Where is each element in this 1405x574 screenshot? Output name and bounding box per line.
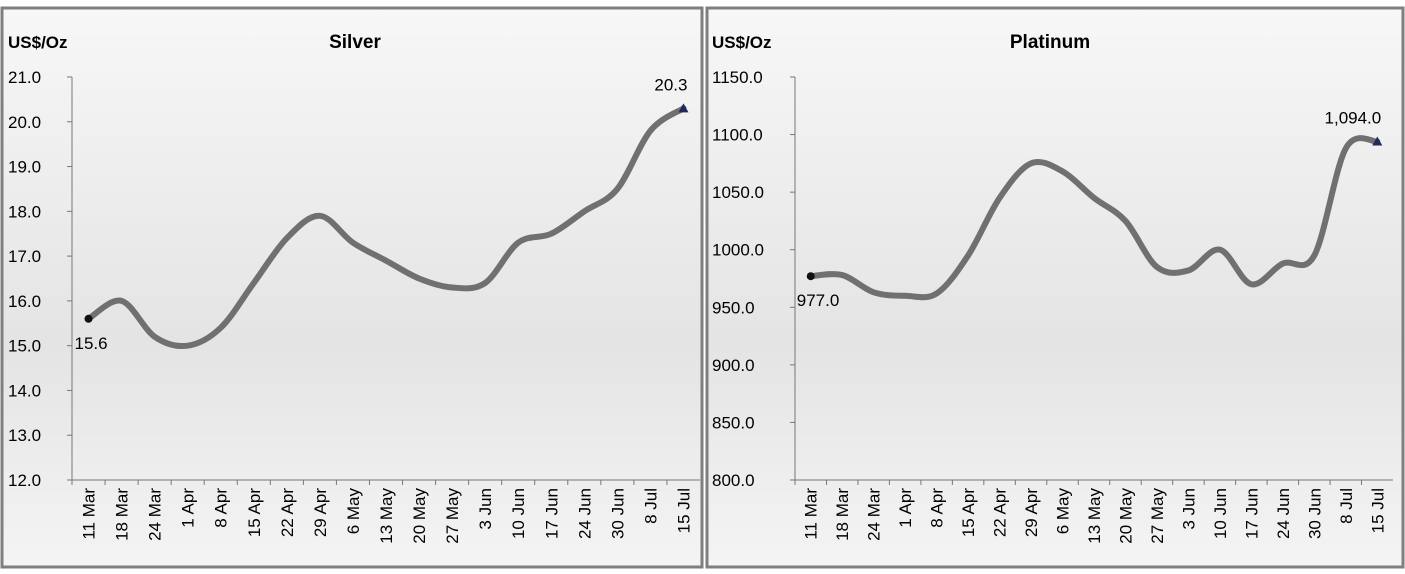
data-label: 977.0 <box>797 291 840 310</box>
point-marker <box>84 314 93 323</box>
series-line <box>85 105 687 350</box>
series-line <box>807 135 1381 301</box>
point-marker <box>806 272 815 281</box>
point-marker <box>678 103 689 113</box>
x-tick-label: 30 Jun <box>1305 488 1324 539</box>
x-tick-label: 8 Apr <box>928 488 947 528</box>
y-tick-label: 15.0 <box>8 337 41 356</box>
y-tick-label: 850.0 <box>712 413 755 432</box>
x-tick-label: 27 May <box>443 488 462 544</box>
panel <box>705 6 1405 569</box>
x-tick-label: 20 May <box>410 488 429 544</box>
x-tick-label: 24 Mar <box>865 488 884 541</box>
x-tick-label: 10 Jun <box>509 488 528 539</box>
y-tick-label: 18.0 <box>8 202 41 221</box>
data-label: 15.6 <box>75 334 108 353</box>
y-tick-label: 16.0 <box>8 292 41 311</box>
x-tick-label: 15 Jul <box>674 488 693 533</box>
y-tick-label: 12.0 <box>8 471 41 490</box>
x-tick-label: 6 May <box>344 488 363 535</box>
y-tick-label: 21.0 <box>8 68 41 87</box>
x-tick-label: 24 Jun <box>1274 488 1293 539</box>
y-tick-label: 800.0 <box>712 471 755 490</box>
data-label: 20.3 <box>654 75 687 94</box>
panel <box>0 6 704 569</box>
point-marker <box>1372 136 1383 146</box>
x-tick-label: 17 Jun <box>542 488 561 539</box>
x-tick-label: 24 Mar <box>146 488 165 541</box>
x-tick-label: 11 Mar <box>80 488 99 540</box>
y-axis-label: US$/Oz <box>712 33 772 52</box>
x-tick-label: 27 May <box>1148 488 1167 544</box>
x-tick-label: 10 Jun <box>1211 488 1230 539</box>
data-label: 1,094.0 <box>1325 108 1382 127</box>
x-tick-label: 15 Apr <box>959 488 978 537</box>
y-tick-label: 1150.0 <box>712 68 763 87</box>
x-tick-label: 1 Apr <box>896 488 915 528</box>
x-tick-label: 8 Apr <box>212 488 231 528</box>
y-tick-label: 950.0 <box>712 298 755 317</box>
x-tick-label: 3 Jun <box>1179 488 1198 530</box>
y-tick-label: 20.0 <box>8 113 41 132</box>
x-tick-label: 29 Apr <box>311 488 330 537</box>
x-tick-label: 11 Mar <box>802 488 821 540</box>
x-tick-label: 1 Apr <box>179 488 198 528</box>
y-tick-label: 1050.0 <box>712 183 764 202</box>
y-tick-label: 900.0 <box>712 356 755 375</box>
chart-title: Silver <box>329 32 381 53</box>
x-tick-label: 22 Apr <box>991 488 1010 537</box>
x-tick-label: 29 Apr <box>1022 488 1041 537</box>
y-tick-label: 13.0 <box>8 426 41 445</box>
y-tick-label: 1000.0 <box>712 241 764 260</box>
x-tick-label: 3 Jun <box>476 488 495 530</box>
y-axis-label: US$/Oz <box>8 33 68 52</box>
x-tick-label: 8 Jul <box>641 488 660 524</box>
x-tick-label: 13 May <box>1085 488 1104 544</box>
x-tick-label: 30 Jun <box>608 488 627 539</box>
chart-title: Platinum <box>1010 32 1090 53</box>
x-tick-label: 24 Jun <box>575 488 594 539</box>
x-tick-label: 13 May <box>377 488 396 544</box>
x-tick-label: 17 Jun <box>1242 488 1261 539</box>
x-tick-label: 15 Apr <box>245 488 264 537</box>
x-tick-label: 15 Jul <box>1368 488 1387 533</box>
y-tick-label: 1100.0 <box>712 126 763 145</box>
x-tick-label: 18 Mar <box>833 488 852 541</box>
x-tick-label: 8 Jul <box>1337 488 1356 524</box>
y-tick-label: 19.0 <box>8 158 41 177</box>
x-tick-label: 20 May <box>1116 488 1135 544</box>
y-tick-label: 17.0 <box>8 247 41 266</box>
x-tick-label: 22 Apr <box>278 488 297 537</box>
x-tick-label: 18 Mar <box>113 488 132 541</box>
y-tick-label: 14.0 <box>8 381 41 400</box>
x-tick-label: 6 May <box>1054 488 1073 535</box>
